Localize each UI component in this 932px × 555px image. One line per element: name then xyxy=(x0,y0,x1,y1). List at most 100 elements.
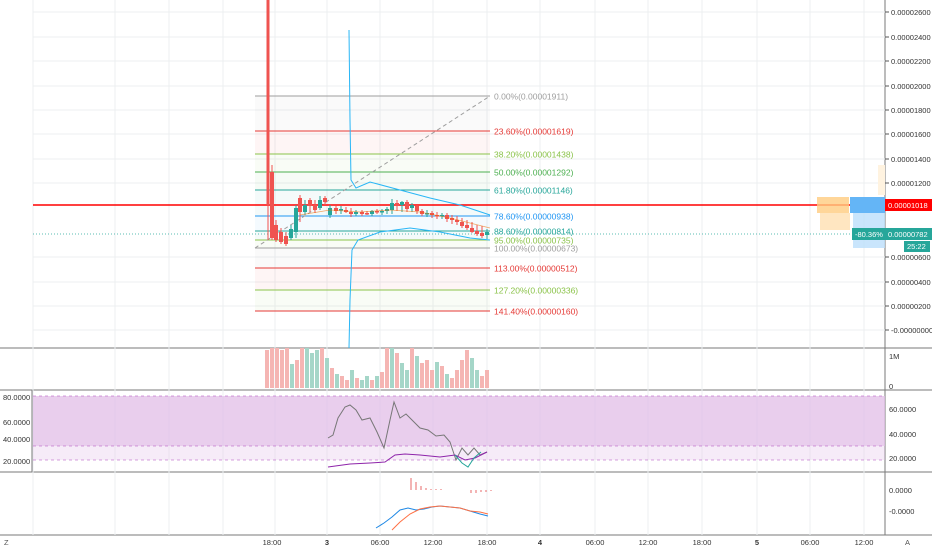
volume-bar xyxy=(400,363,404,388)
fib-level-label: 61.80%(0.00001146) xyxy=(494,186,573,196)
price-tick-label: 0.00002400 xyxy=(891,33,931,42)
time-axis-label: 12:00 xyxy=(639,538,658,547)
candle-body xyxy=(370,211,374,214)
volume-tick-label: 1M xyxy=(889,352,899,361)
time-axis[interactable]: 18:00 3 06:00 12:00 18:00 4 06:00 12:00 18:00 5 06… xyxy=(4,538,910,547)
volume-bar xyxy=(480,376,484,388)
candle-body xyxy=(284,236,288,244)
volume-bar xyxy=(265,350,269,388)
volume-bar xyxy=(430,370,434,388)
volume-bar xyxy=(440,366,444,388)
candle-body xyxy=(303,205,307,212)
volume-bar xyxy=(290,364,294,388)
volume-bar xyxy=(475,370,479,388)
rsi-left-tick: 40.0000 xyxy=(3,435,30,444)
bollinger-lower xyxy=(348,227,491,349)
candle-body xyxy=(323,198,327,202)
candle-body xyxy=(395,203,399,206)
volume-bar xyxy=(325,358,329,388)
fib-band xyxy=(255,231,490,240)
price-tick-label: -0.00000000 xyxy=(891,326,932,335)
candle-body xyxy=(349,212,353,214)
candle-body xyxy=(390,203,394,210)
change-badge xyxy=(852,228,885,240)
macd-tick-label: 0.0000 xyxy=(889,486,912,495)
time-axis-label: 18:00 xyxy=(693,538,712,547)
price-tick-label: 0.00002600 xyxy=(891,8,931,17)
candle-body xyxy=(298,198,302,212)
rsi-left-tick: 60.0000 xyxy=(3,418,30,427)
rsi-right-tick: 60.0000 xyxy=(889,405,916,414)
last-price-badge xyxy=(885,228,932,240)
time-axis-label: 12:00 xyxy=(855,538,874,547)
countdown-badge xyxy=(904,241,930,252)
candle-body xyxy=(294,208,298,232)
rsi-pane: 80.0000 60.0000 40.0000 20.0000 60.0000 40.00… xyxy=(3,393,916,468)
fibonacci-retracement[interactable]: 0.00%(0.00001911) 23.60%(0.00001619) 38.20… xyxy=(33,92,885,317)
fib-trend-line xyxy=(254,95,491,249)
candle-body xyxy=(334,208,338,211)
time-axis-label: 06:00 xyxy=(801,538,820,547)
fib-band xyxy=(255,248,490,268)
volume-bar xyxy=(410,348,414,388)
last-price-text: 0.00000782 xyxy=(888,230,928,239)
candle-body xyxy=(274,225,278,240)
fib-level-label: 100.00%(0.00000673) xyxy=(494,244,578,254)
spike-candle xyxy=(266,0,270,205)
volume-bar xyxy=(345,380,349,388)
time-axis-label: 4 xyxy=(538,538,543,547)
candle-body xyxy=(354,212,358,214)
candle-body xyxy=(380,211,384,213)
time-axis-label: 5 xyxy=(755,538,759,547)
fibonacci-fill xyxy=(255,96,490,311)
auto-scale-button[interactable]: A xyxy=(905,538,910,547)
volume-bar xyxy=(435,362,439,388)
volume-bar xyxy=(315,350,319,388)
candle-body xyxy=(308,200,312,206)
candle-body xyxy=(480,233,484,236)
fib-level-label: 88.60%(0.00000814) xyxy=(494,227,574,237)
volume-bar xyxy=(420,363,424,388)
volume-bar xyxy=(415,356,419,388)
bollinger-upper xyxy=(348,29,491,216)
fib-band xyxy=(255,96,490,131)
depth-block xyxy=(817,197,849,213)
rsi-right-tick: 20.0000 xyxy=(889,454,916,463)
volume-bar xyxy=(350,370,354,388)
volume-bar xyxy=(405,370,409,388)
fib-band xyxy=(255,290,490,311)
zoom-reset-button[interactable]: Z xyxy=(4,538,9,547)
volume-bar xyxy=(280,350,284,388)
candle-body xyxy=(465,225,469,228)
volume-bar xyxy=(375,376,379,388)
volume-bar xyxy=(360,380,364,388)
bollinger-basis xyxy=(299,209,491,229)
candle-body xyxy=(405,202,409,209)
macd-tick-label: -0.0000 xyxy=(889,507,914,516)
fib-level-label: 78.60%(0.00000938) xyxy=(494,212,574,222)
rsi-left-tick: 80.0000 xyxy=(3,393,30,402)
price-tick-label: 0.00002000 xyxy=(891,82,931,91)
volume-bar xyxy=(355,378,359,388)
volume-bar xyxy=(285,348,289,388)
current-price-text: 0.00001018 xyxy=(888,201,928,210)
current-price-badge xyxy=(885,199,932,211)
candle-body xyxy=(279,232,283,242)
candle-body xyxy=(318,200,322,208)
volume-bar xyxy=(340,376,344,388)
time-axis-label: 18:00 xyxy=(263,538,282,547)
candle-body xyxy=(460,222,464,226)
rsi-band xyxy=(33,396,885,446)
candle-body xyxy=(485,232,489,235)
fib-band xyxy=(255,131,490,154)
candle-body xyxy=(415,206,419,211)
price-tick-label: 0.00002200 xyxy=(891,57,931,66)
volume-bar xyxy=(390,348,394,388)
candle-body xyxy=(475,231,479,234)
price-axis[interactable]: 0.00002600 0.00002400 0.00002200 0.00002000… xyxy=(852,8,932,335)
volume-bar xyxy=(365,376,369,388)
price-tick-label: 0.00000400 xyxy=(891,278,931,287)
candle-body xyxy=(400,202,404,205)
